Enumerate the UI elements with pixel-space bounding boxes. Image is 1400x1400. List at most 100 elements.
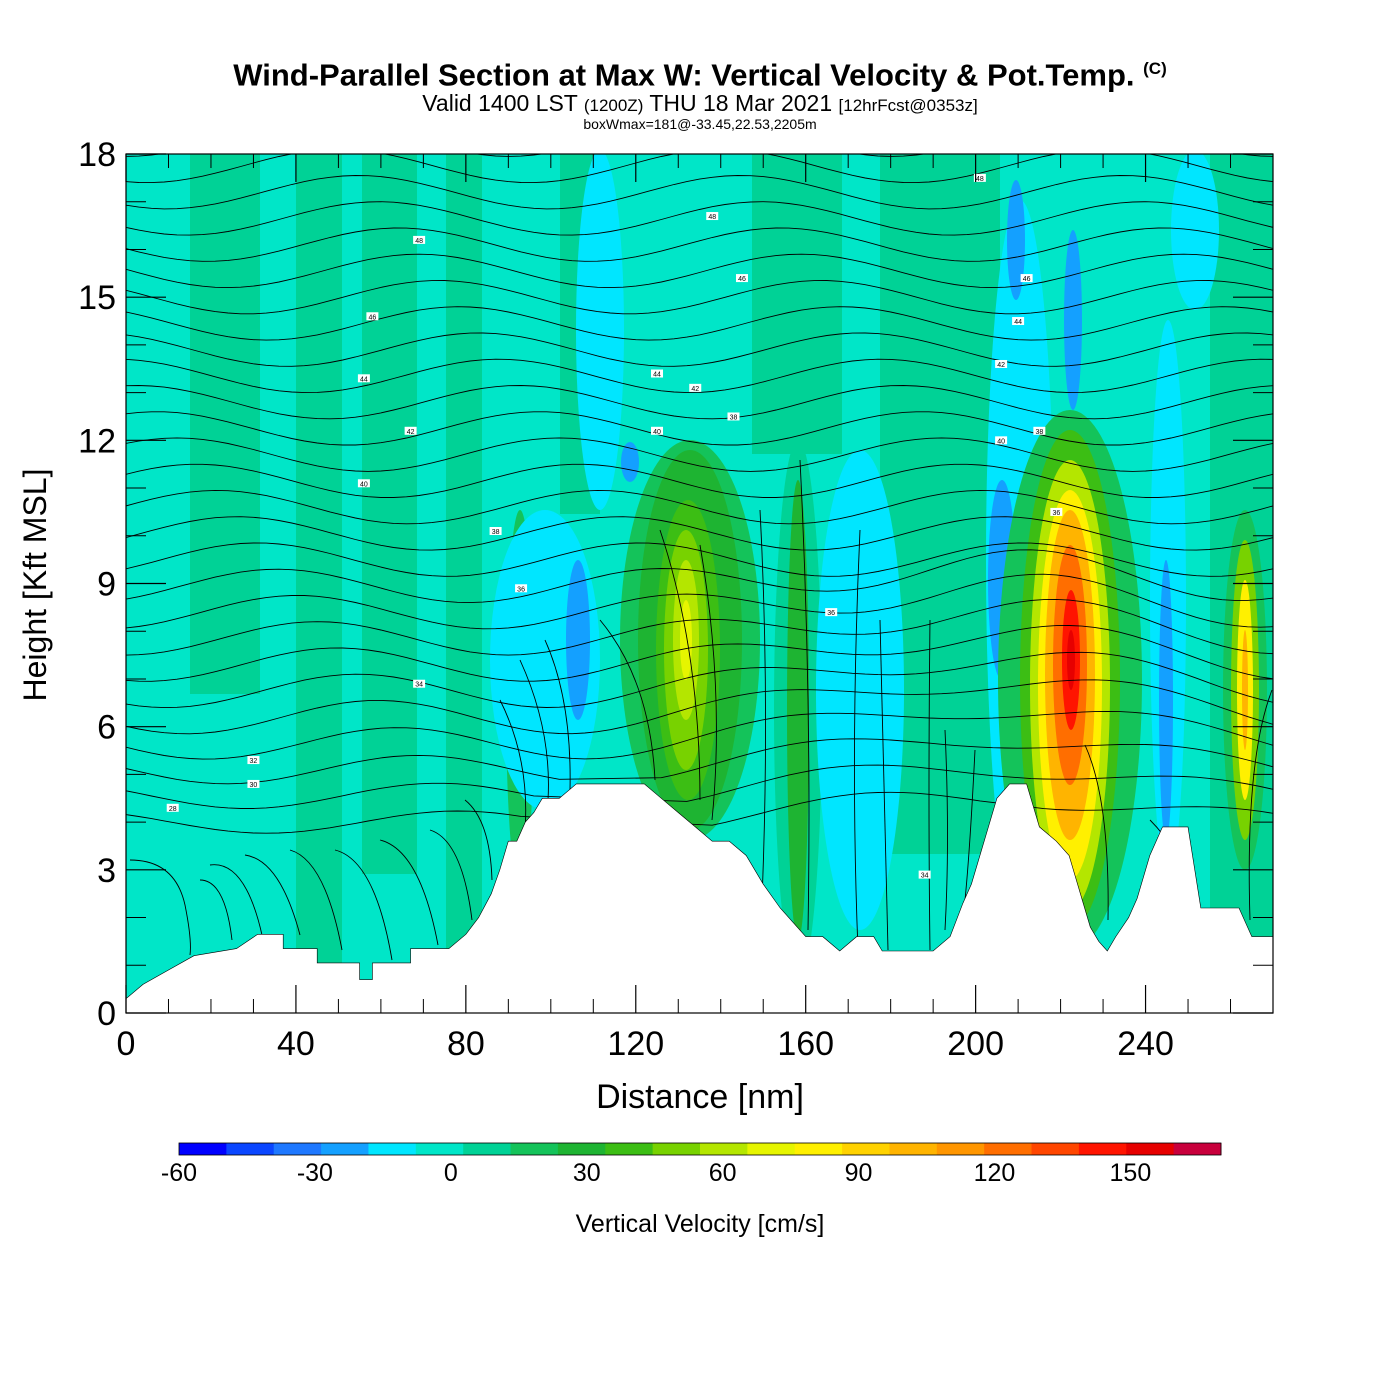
isentrope-line	[126, 154, 1273, 157]
downdraft-band	[816, 450, 904, 930]
contour-label-box	[404, 426, 417, 435]
contour-line	[334, 849, 393, 961]
isentrope-line	[126, 711, 1273, 760]
terrain-mask	[126, 783, 1273, 1013]
contour-label-box	[1033, 426, 1046, 435]
isentrope-line	[126, 463, 1273, 498]
isentrope-line	[126, 332, 1273, 367]
contour-label-box	[413, 235, 426, 244]
colorbar-tick-label: 30	[573, 1159, 601, 1187]
contour-line	[944, 729, 948, 931]
isentrope-line	[126, 625, 1273, 682]
colorbar-swatch	[226, 1143, 275, 1155]
y-tick-label: 12	[78, 422, 116, 460]
contour-line	[879, 619, 889, 951]
isentrope-line	[126, 764, 1273, 809]
colorbar-swatch	[1031, 1143, 1080, 1155]
weak-updraft-band	[362, 154, 417, 874]
contour-label-box	[1012, 317, 1025, 326]
contour-label: 40	[360, 481, 368, 488]
contour-label-box	[973, 173, 986, 182]
isentrope-line	[126, 598, 1273, 656]
colorbar-swatch	[1078, 1143, 1127, 1155]
isentrope-line	[126, 549, 1273, 604]
colorbar-tick-label: 150	[1110, 1159, 1152, 1187]
contour-label-box	[515, 584, 528, 593]
isentrope-line	[126, 253, 1273, 289]
contour-line	[429, 829, 473, 921]
contour-label: 44	[1014, 319, 1022, 326]
colorbar-tick-label: 90	[845, 1159, 873, 1187]
colorbar-swatch	[652, 1143, 701, 1155]
contour-line	[799, 459, 810, 931]
contour-label: 46	[738, 276, 746, 283]
contour-label: 32	[250, 758, 258, 765]
colorbar-swatch	[415, 1143, 464, 1155]
isentrope-line	[126, 738, 1273, 785]
y-tick-label: 0	[97, 995, 116, 1033]
valid-local-time: Valid 1400 LST	[422, 90, 578, 117]
downdraft-core	[566, 560, 590, 720]
colorbar-swatch	[1173, 1143, 1222, 1155]
updraft-core	[1242, 630, 1248, 750]
contour-label-box	[247, 779, 260, 788]
contour-label: 40	[997, 438, 1005, 445]
y-axis-label: Height [Kft MSL]	[17, 469, 53, 702]
colorbar-swatch	[700, 1143, 748, 1155]
contour-label-box	[651, 426, 664, 435]
isentrope-line	[126, 651, 1273, 709]
isentrope-line	[126, 679, 1273, 735]
contour-line	[544, 639, 571, 791]
contour-line	[599, 619, 656, 781]
colorbar-swatch	[557, 1143, 606, 1155]
colorbar-swatch	[794, 1143, 843, 1155]
contour-line	[199, 879, 233, 941]
contour-label-box	[413, 679, 426, 688]
contour-label-box	[166, 803, 179, 812]
colorbar-swatch	[605, 1143, 654, 1155]
weak-updraft-band	[296, 154, 342, 974]
isentrope-line	[126, 573, 1273, 630]
colorbar-swatch	[368, 1143, 417, 1155]
updraft-cell-120nm	[620, 440, 760, 840]
x-tick-label: 80	[447, 1025, 485, 1063]
y-tick-label: 6	[97, 709, 116, 747]
isentrope-line	[126, 516, 1273, 551]
contour-line	[499, 699, 527, 831]
y-tick-label: 15	[78, 279, 116, 317]
contour-label: 44	[653, 372, 661, 379]
isentrope-line	[126, 411, 1273, 446]
contour-label: 38	[1035, 429, 1043, 436]
colorbar-tick-label: 0	[444, 1159, 458, 1187]
chart-title-block: Wind-Parallel Section at Max W: Vertical…	[0, 52, 1400, 133]
contour-line	[209, 864, 263, 936]
contour-label: 40	[653, 429, 661, 436]
box-wmax-info: boxWmax=181@-33.45,22.53,2205m	[583, 116, 817, 133]
contour-label-box	[727, 412, 740, 421]
colorbar-tick-label: -30	[297, 1159, 333, 1187]
contour-line	[129, 859, 191, 956]
contour-label-box	[366, 312, 379, 321]
contour-label: 42	[407, 429, 415, 436]
colorbar-swatch	[1126, 1143, 1175, 1155]
contour-label-box	[357, 479, 370, 488]
terrain-following-contours	[129, 459, 1273, 961]
colorbar-swatch	[889, 1143, 938, 1155]
colorbar-tick-label: 120	[974, 1159, 1016, 1187]
colorbar-tick-label: -60	[161, 1159, 197, 1187]
isentrope-line	[126, 791, 1273, 834]
contour-label-box	[357, 374, 370, 383]
isentrope-line	[126, 175, 1273, 210]
isentrope-line	[126, 306, 1273, 341]
contour-line	[244, 854, 301, 936]
isentrope-line	[126, 280, 1273, 315]
colorbar-swatch	[842, 1143, 890, 1155]
contour-label: 34	[921, 873, 929, 880]
colorbar-swatch	[510, 1143, 559, 1155]
contour-label: 36	[1052, 510, 1060, 517]
colorbar-swatch	[463, 1143, 512, 1155]
contour-line	[928, 619, 931, 951]
contour-label: 48	[415, 238, 423, 245]
contour-label-box	[651, 369, 664, 378]
